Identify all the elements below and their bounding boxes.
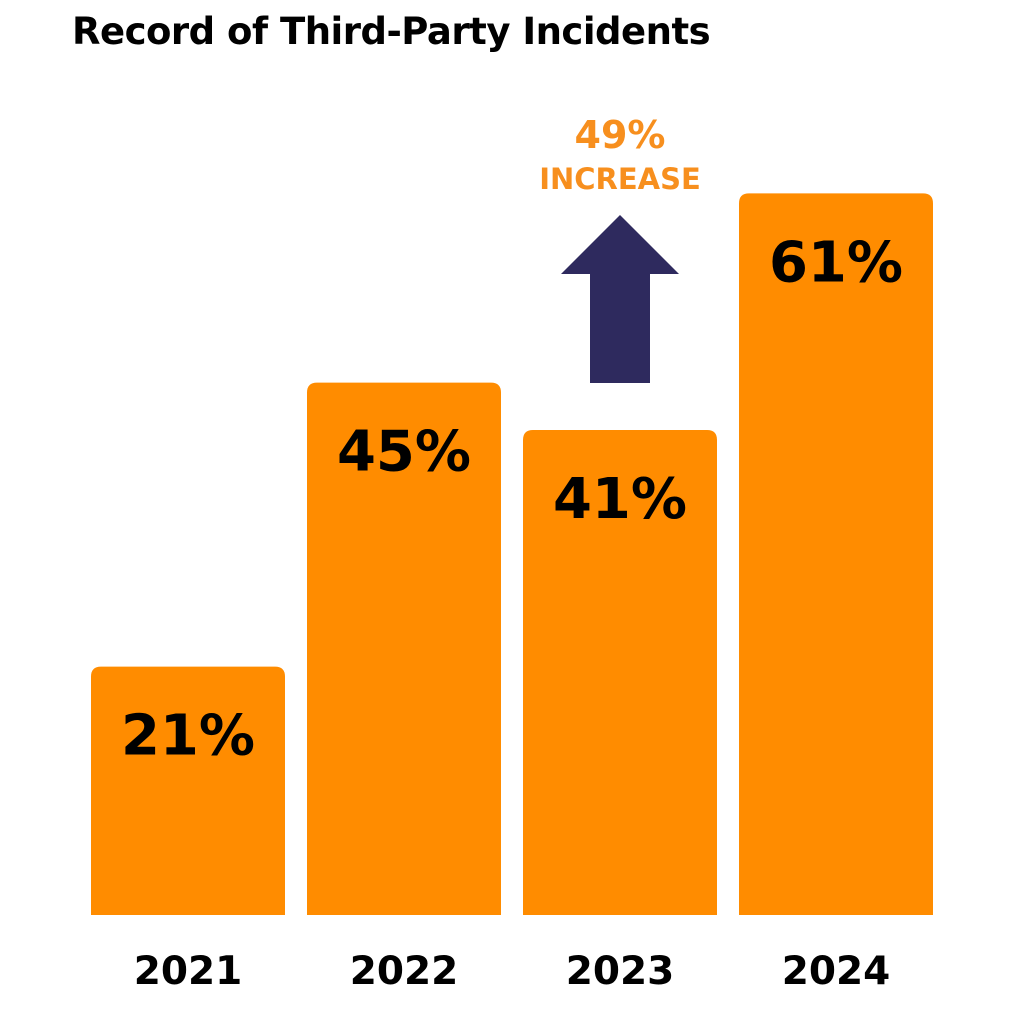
value-label-2024: 61% <box>769 230 903 295</box>
bar-2021 <box>91 666 285 915</box>
up-arrow-icon <box>561 215 679 383</box>
bar-2023 <box>523 429 717 915</box>
chart-title: Record of Third-Party Incidents <box>72 10 711 53</box>
value-label-2023: 41% <box>553 467 687 532</box>
bars-group: 21% 2021 45% 2022 41% 2023 61% 2024 <box>91 193 933 994</box>
tick-label-2023: 2023 <box>566 949 675 994</box>
annotation-text: INCREASE <box>539 162 701 196</box>
value-label-2021: 21% <box>121 704 255 769</box>
bar-2024 <box>739 193 933 915</box>
annotation-percent: 49% <box>575 113 666 157</box>
tick-label-2024: 2024 <box>782 949 891 994</box>
tick-label-2022: 2022 <box>350 949 459 994</box>
value-label-2022: 45% <box>337 420 471 485</box>
tick-label-2021: 2021 <box>134 949 243 994</box>
increase-annotation: 49% INCREASE <box>539 113 701 383</box>
bar-2022 <box>307 382 501 915</box>
